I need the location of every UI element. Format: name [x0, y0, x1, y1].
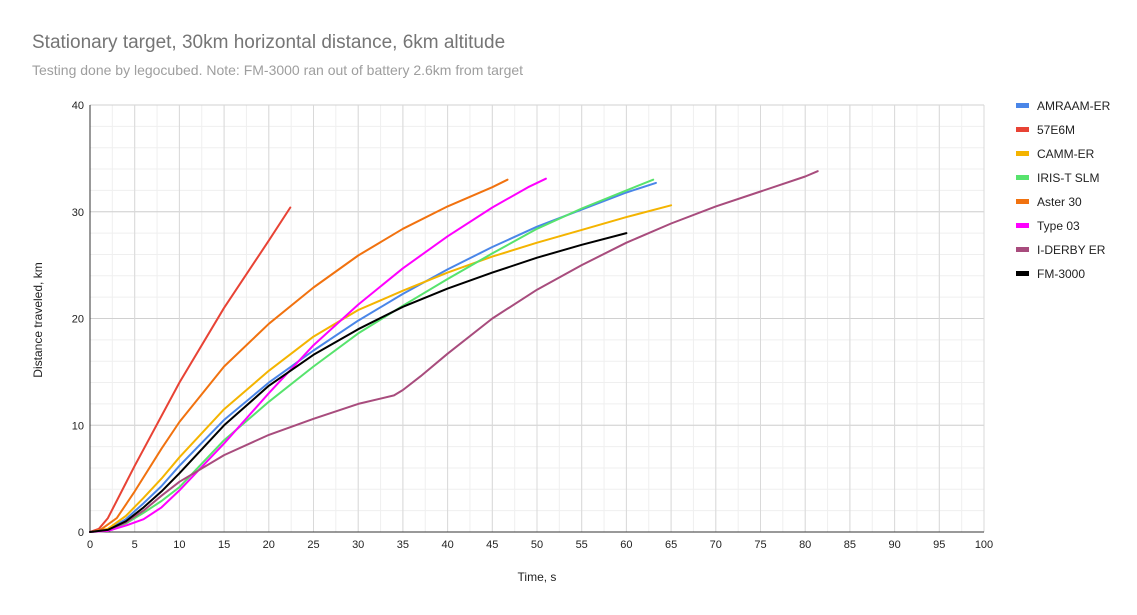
y-tick-label: 40 — [72, 100, 84, 112]
x-tick-label: 55 — [576, 539, 588, 551]
series-line-amraam-er — [90, 183, 656, 532]
series-line-type-03 — [90, 179, 546, 532]
legend-swatch-57e6m — [1016, 127, 1029, 132]
legend-label-type-03: Type 03 — [1037, 219, 1080, 233]
y-tick-label: 20 — [72, 314, 84, 326]
x-tick-label: 5 — [132, 539, 138, 551]
legend-label-camm-er: CAMM-ER — [1037, 147, 1095, 161]
series-line-i-derby-er — [90, 171, 818, 532]
x-tick-label: 15 — [218, 539, 230, 551]
legend-label-iris-t-slm: IRIS-T SLM — [1037, 171, 1099, 185]
x-tick-label: 50 — [531, 539, 543, 551]
x-tick-label: 75 — [754, 539, 766, 551]
axes: 0 5 10 15 20 25 30 35 40 45 50 55 60 65 70 75 80 85 90 95 10… — [72, 100, 993, 551]
x-tick-label: 40 — [441, 539, 453, 551]
legend-swatch-aster-30 — [1016, 199, 1029, 204]
x-tick-label: 65 — [665, 539, 677, 551]
x-tick-label: 85 — [844, 539, 856, 551]
legend-swatch-fm-3000 — [1016, 271, 1029, 276]
legend-swatch-type-03 — [1016, 223, 1029, 228]
legend-swatch-amraam-er — [1016, 103, 1029, 108]
series-lines — [90, 171, 818, 532]
x-tick-label: 90 — [888, 539, 900, 551]
x-tick-label: 95 — [933, 539, 945, 551]
x-tick-label: 20 — [263, 539, 275, 551]
legend: AMRAAM-ER 57E6M CAMM-ER IRIS-T SLM Aster 30 T… — [1016, 99, 1111, 281]
series-line-57e6m — [90, 208, 290, 533]
legend-label-i-derby-er: I-DERBY ER — [1037, 243, 1106, 257]
y-axis-title: Distance traveled, km — [31, 262, 45, 377]
x-tick-label: 35 — [397, 539, 409, 551]
y-tick-label: 30 — [72, 207, 84, 219]
x-tick-label: 60 — [620, 539, 632, 551]
legend-swatch-iris-t-slm — [1016, 175, 1029, 180]
x-tick-label: 70 — [710, 539, 722, 551]
grid-lines — [90, 105, 984, 532]
x-tick-label: 45 — [486, 539, 498, 551]
x-tick-label: 10 — [173, 539, 185, 551]
x-tick-label: 30 — [352, 539, 364, 551]
x-axis-title: Time, s — [518, 570, 557, 584]
legend-swatch-camm-er — [1016, 151, 1029, 156]
x-tick-label: 0 — [87, 539, 93, 551]
x-tick-label: 80 — [799, 539, 811, 551]
legend-label-57e6m: 57E6M — [1037, 123, 1075, 137]
legend-label-fm-3000: FM-3000 — [1037, 267, 1085, 281]
y-tick-label: 10 — [72, 420, 84, 432]
y-tick-label: 0 — [78, 527, 84, 539]
legend-swatch-i-derby-er — [1016, 247, 1029, 252]
x-tick-label: 100 — [975, 539, 993, 551]
legend-label-aster-30: Aster 30 — [1037, 195, 1082, 209]
legend-label-amraam-er: AMRAAM-ER — [1037, 99, 1111, 113]
x-tick-label: 25 — [307, 539, 319, 551]
